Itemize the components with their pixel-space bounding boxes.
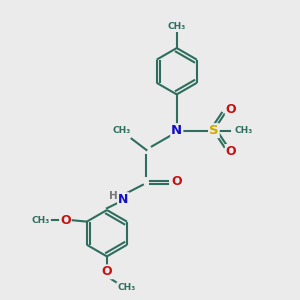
Text: CH₃: CH₃ bbox=[113, 126, 131, 135]
Text: O: O bbox=[60, 214, 71, 226]
Text: S: S bbox=[209, 124, 219, 137]
Text: O: O bbox=[102, 266, 112, 278]
Text: CH₃: CH₃ bbox=[235, 126, 253, 135]
Text: CH₃: CH₃ bbox=[168, 22, 186, 31]
Text: N: N bbox=[118, 193, 128, 206]
Text: O: O bbox=[226, 145, 236, 158]
Text: N: N bbox=[171, 124, 182, 137]
Text: H: H bbox=[110, 191, 118, 201]
Text: O: O bbox=[171, 175, 182, 188]
Text: CH₃: CH₃ bbox=[117, 283, 135, 292]
Text: CH₃: CH₃ bbox=[32, 216, 50, 225]
Text: O: O bbox=[226, 103, 236, 116]
